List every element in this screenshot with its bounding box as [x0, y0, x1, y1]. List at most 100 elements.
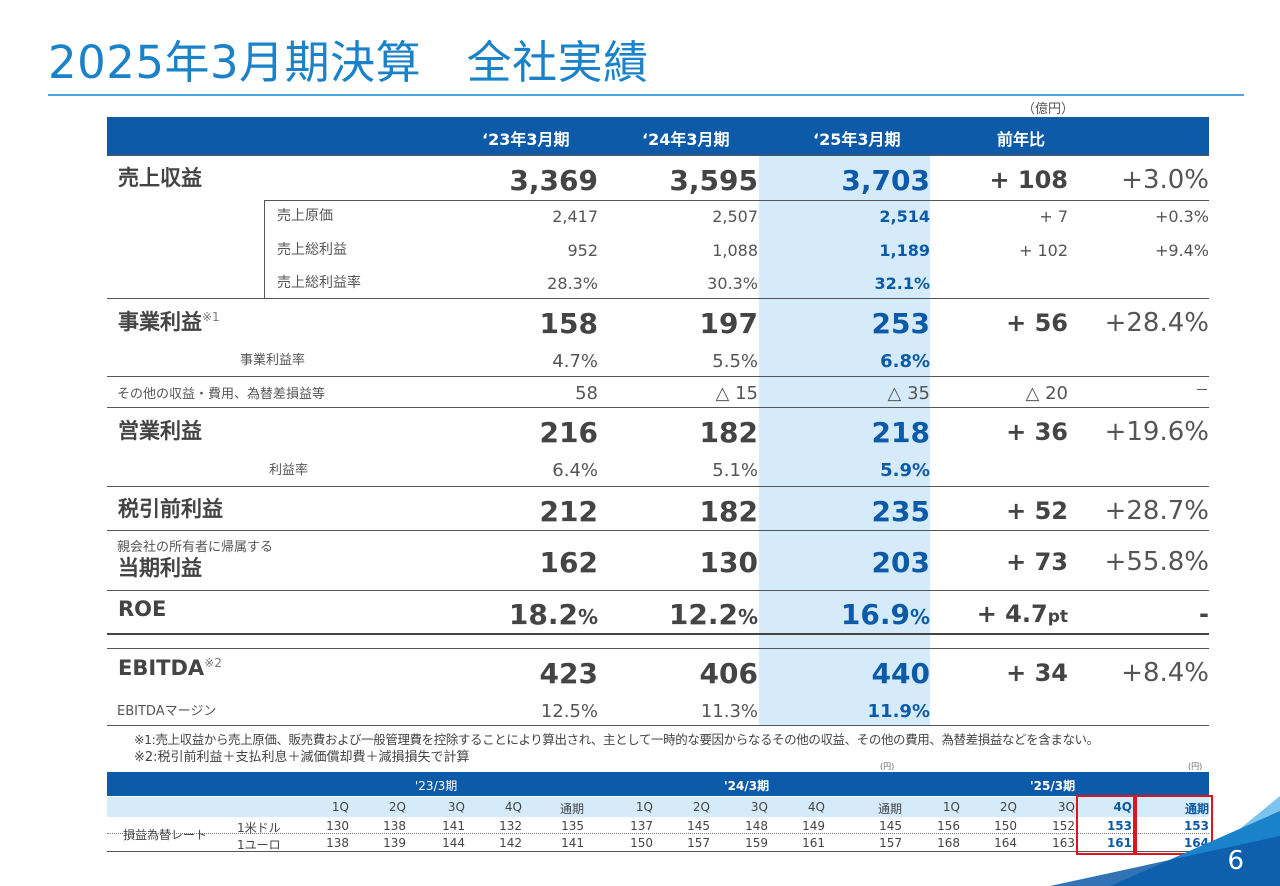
- fx-value-usd-8: 148: [745, 819, 768, 833]
- row-label-gross-rate: 売上総利益率: [277, 275, 361, 291]
- op-fy23: 216: [539, 416, 598, 449]
- fx-quarter-5: 通期: [559, 802, 584, 816]
- fx-period-fy25: '25/3期: [1030, 779, 1076, 793]
- highlight-box-full-year: [1133, 795, 1213, 855]
- fx-quarter-14: 4Q: [1113, 800, 1132, 814]
- op-fy24: 182: [699, 416, 758, 449]
- row-label-ebitda: EBITDA※2: [118, 656, 222, 680]
- fx-value-eur-11: 168: [937, 836, 960, 850]
- cogs-fy24: 2,507: [712, 207, 758, 226]
- fx-row-group-label: 損益為替レート: [123, 828, 208, 842]
- fx-period-fy23: '23/3期: [415, 779, 458, 793]
- net-diff: + 73: [1006, 548, 1068, 576]
- row-label-gross: 売上総利益: [277, 242, 347, 258]
- fx-value-eur-4: 142: [499, 836, 522, 850]
- fx-value-eur-5: 141: [561, 836, 584, 850]
- cogs-pct: +0.3%: [1154, 207, 1209, 226]
- other-fy25: △ 35: [887, 383, 930, 404]
- biz-rate-fy23: 4.7%: [552, 351, 598, 372]
- col-fy24: ‘24年3月期: [642, 130, 730, 149]
- roe-fy23: 18.2%: [508, 598, 598, 631]
- op-rate-fy25: 5.9%: [880, 460, 930, 481]
- fx-bottom-rule: [107, 851, 1209, 852]
- note-mark-1: ※1: [202, 310, 220, 324]
- fx-value-usd-3: 141: [442, 819, 465, 833]
- roe-diff: + 4.7pt: [976, 600, 1068, 628]
- other-diff: △ 20: [1025, 383, 1068, 404]
- fx-value-usd-1: 130: [326, 819, 349, 833]
- fx-value-eur-7: 157: [687, 836, 710, 850]
- gross-fy24: 1,088: [712, 241, 758, 260]
- row-label-business-profit: 事業利益※1: [118, 310, 220, 334]
- fx-quarter-9: 4Q: [807, 800, 825, 814]
- fx-value-eur-10: 157: [879, 836, 902, 850]
- op-rate-fy24: 5.1%: [712, 460, 758, 481]
- highlight-box-4q: [1076, 795, 1137, 855]
- fx-quarter-3: 3Q: [447, 800, 465, 814]
- fx-quarter-6: 1Q: [635, 800, 653, 814]
- fx-quarter-8: 3Q: [750, 800, 768, 814]
- row-label-net-profit: 当期利益: [118, 556, 202, 580]
- revenue-fy24: 3,595: [669, 164, 758, 197]
- row-label-revenue: 売上収益: [118, 166, 202, 190]
- gross-fy25: 1,189: [879, 241, 930, 260]
- fx-value-usd-10: 145: [879, 819, 902, 833]
- row-label-biz-rate: 事業利益率: [240, 353, 306, 368]
- fx-quarter-15: 通期: [1184, 802, 1209, 816]
- net-pct: +55.8%: [1104, 547, 1209, 577]
- roe-pct: -: [1199, 600, 1209, 628]
- fx-row-label-usd: 1米ドル: [237, 821, 281, 835]
- row-label-ebitda-margin: EBITDAマージン: [117, 704, 217, 719]
- fx-quarter-11: 1Q: [942, 800, 960, 814]
- pretax-diff: + 52: [1006, 497, 1068, 525]
- revenue-fy23: 3,369: [509, 164, 598, 197]
- roe-fy25: 16.9%: [840, 598, 930, 631]
- col-fy23: ‘23年3月期: [482, 130, 570, 149]
- fx-quarter-12: 2Q: [999, 800, 1017, 814]
- pretax-fy23: 212: [539, 495, 598, 528]
- fx-value-eur-1: 138: [326, 836, 349, 850]
- ebitda-margin-fy25: 11.9%: [867, 701, 930, 722]
- col-yoy: 前年比: [997, 130, 1046, 149]
- fx-value-usd-11: 156: [937, 819, 960, 833]
- fx-row-divider: [107, 833, 1209, 834]
- pretax-fy25: 235: [871, 495, 930, 528]
- other-pct: －: [1195, 383, 1209, 399]
- ebitda-pct: +8.4%: [1121, 658, 1209, 688]
- net-fy23: 162: [539, 546, 598, 579]
- fx-value-usd-14: 153: [1106, 819, 1132, 833]
- row-label-other: その他の収益・費用、為替差損益等: [117, 387, 326, 402]
- cogs-fy23: 2,417: [552, 207, 598, 226]
- ebitda-fy25: 440: [871, 657, 930, 690]
- gross-rate-fy25: 32.1%: [874, 274, 930, 293]
- fx-value-usd-13: 152: [1052, 819, 1075, 833]
- op-pct: +19.6%: [1104, 417, 1209, 447]
- gross-fy23: 952: [567, 241, 598, 260]
- gross-rate-fy24: 30.3%: [707, 274, 758, 293]
- biz-rate-fy25: 6.8%: [880, 351, 930, 372]
- ebitda-margin-fy24: 11.3%: [700, 701, 758, 722]
- footnote-1: ※1:売上収益から売上原価、販売費および一般管理費を控除することにより算出され、…: [134, 732, 1099, 747]
- page-number: 6: [1227, 846, 1244, 876]
- row-label-operating-profit: 営業利益: [118, 419, 202, 443]
- fx-yen-note-1: (円): [880, 762, 895, 771]
- corner-decoration: [1050, 796, 1280, 886]
- fx-quarter-1: 1Q: [331, 800, 349, 814]
- fx-quarter-header: 1Q 2Q 3Q 4Q 通期 1Q 2Q 3Q 4Q 通期 1Q 2Q 3Q 4Q 通期: [107, 797, 1209, 817]
- pretax-pct: +28.7%: [1104, 496, 1209, 526]
- roe-fy24: 12.2%: [668, 598, 758, 631]
- biz-diff: + 56: [1006, 309, 1068, 337]
- fx-yen-note-2: (円): [1188, 762, 1203, 771]
- revenue-pct: +3.0%: [1121, 165, 1209, 195]
- fx-value-eur-13: 163: [1052, 836, 1075, 850]
- fx-value-usd-4: 132: [499, 819, 522, 833]
- fx-quarter-2: 2Q: [388, 800, 406, 814]
- fx-quarter-4: 4Q: [504, 800, 522, 814]
- ebitda-diff: + 34: [1006, 659, 1068, 687]
- other-fy23: 58: [575, 383, 598, 404]
- fx-value-eur-12: 164: [994, 836, 1017, 850]
- gross-rate-fy23: 28.3%: [547, 274, 598, 293]
- op-rate-fy23: 6.4%: [552, 460, 598, 481]
- gross-diff: + 102: [1018, 241, 1068, 260]
- table-header: ‘23年3月期 ‘24年3月期 ‘25年3月期 前年比: [107, 117, 1209, 155]
